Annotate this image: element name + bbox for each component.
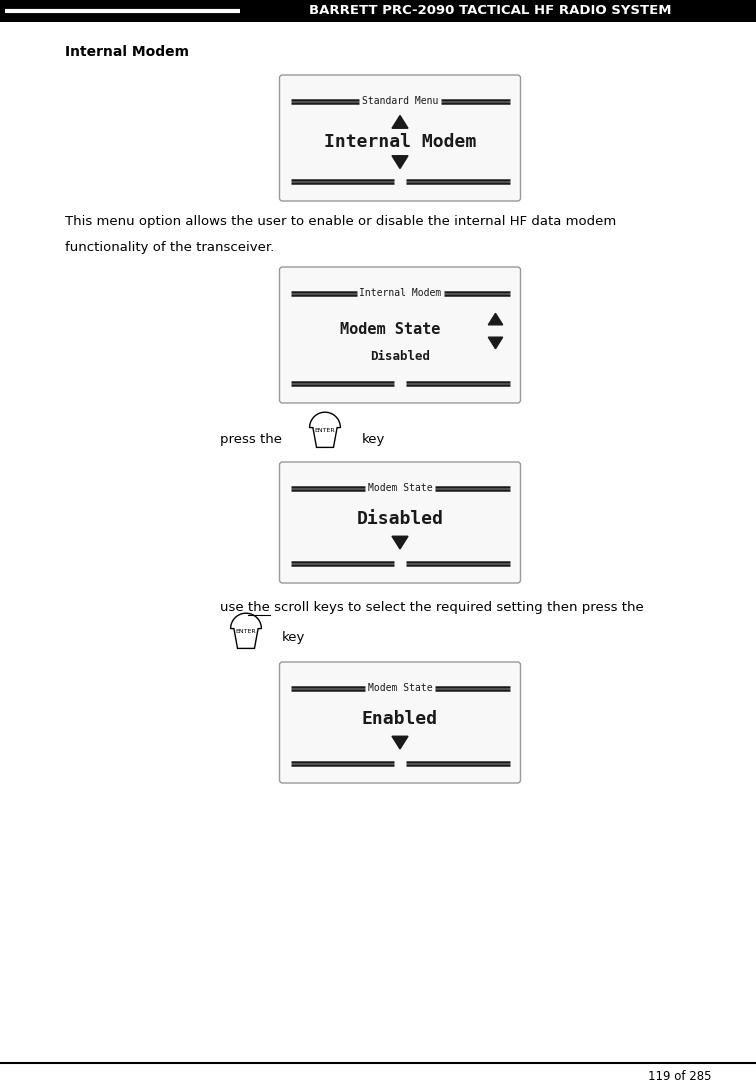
Text: 119 of 285: 119 of 285: [648, 1070, 711, 1083]
Polygon shape: [231, 613, 262, 649]
Text: key: key: [362, 433, 386, 446]
Text: This menu option allows the user to enable or disable the internal HF data modem: This menu option allows the user to enab…: [65, 216, 616, 229]
Text: Modem State: Modem State: [367, 483, 432, 493]
Text: Modem State: Modem State: [367, 683, 432, 693]
Text: functionality of the transceiver.: functionality of the transceiver.: [65, 242, 274, 255]
FancyBboxPatch shape: [280, 75, 520, 201]
Polygon shape: [392, 156, 408, 169]
Text: Internal Modem: Internal Modem: [359, 288, 441, 298]
FancyBboxPatch shape: [280, 662, 520, 783]
Text: use the scroll keys to select the required setting then press the: use the scroll keys to select the requir…: [220, 601, 644, 614]
Text: ENTER: ENTER: [314, 429, 336, 433]
Text: Disabled: Disabled: [370, 351, 430, 364]
Text: Modem State: Modem State: [339, 322, 440, 337]
Polygon shape: [488, 337, 503, 349]
Polygon shape: [310, 413, 340, 447]
Polygon shape: [392, 736, 408, 749]
Text: Standard Menu: Standard Menu: [362, 96, 438, 106]
Text: key: key: [282, 630, 305, 643]
Bar: [0, 0, 756, 22]
Polygon shape: [392, 116, 408, 128]
Text: Internal Modem: Internal Modem: [65, 45, 189, 58]
Text: Enabled: Enabled: [362, 709, 438, 728]
Text: Disabled: Disabled: [357, 509, 444, 527]
Text: press the: press the: [220, 433, 282, 446]
Text: Internal Modem: Internal Modem: [324, 133, 476, 151]
Text: ENTER: ENTER: [236, 629, 256, 635]
Polygon shape: [488, 313, 503, 325]
FancyBboxPatch shape: [280, 268, 520, 403]
FancyBboxPatch shape: [280, 462, 520, 583]
Text: BARRETT PRC-2090 TACTICAL HF RADIO SYSTEM: BARRETT PRC-2090 TACTICAL HF RADIO SYSTE…: [308, 4, 671, 17]
Polygon shape: [392, 536, 408, 549]
